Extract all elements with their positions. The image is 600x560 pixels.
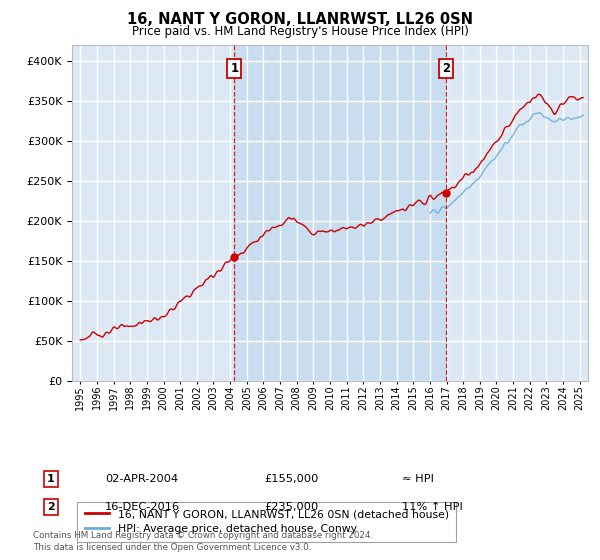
Text: This data is licensed under the Open Government Licence v3.0.: This data is licensed under the Open Gov…: [33, 543, 311, 552]
Text: £235,000: £235,000: [264, 502, 318, 512]
Text: 02-APR-2004: 02-APR-2004: [105, 474, 178, 484]
Text: Price paid vs. HM Land Registry's House Price Index (HPI): Price paid vs. HM Land Registry's House …: [131, 25, 469, 38]
Bar: [234, 45, 446, 381]
Text: ≈ HPI: ≈ HPI: [402, 474, 434, 484]
Text: £155,000: £155,000: [264, 474, 319, 484]
Text: 16-DEC-2016: 16-DEC-2016: [105, 502, 180, 512]
Text: 1: 1: [47, 474, 55, 484]
Text: Contains HM Land Registry data © Crown copyright and database right 2024.: Contains HM Land Registry data © Crown c…: [33, 531, 373, 540]
Text: 16, NANT Y GORON, LLANRWST, LL26 0SN: 16, NANT Y GORON, LLANRWST, LL26 0SN: [127, 12, 473, 27]
Legend: 16, NANT Y GORON, LLANRWST, LL26 0SN (detached house), HPI: Average price, detac: 16, NANT Y GORON, LLANRWST, LL26 0SN (de…: [77, 502, 456, 542]
Text: 2: 2: [442, 62, 450, 75]
Text: 1: 1: [230, 62, 238, 75]
Text: 2: 2: [47, 502, 55, 512]
Text: 11% ↑ HPI: 11% ↑ HPI: [402, 502, 463, 512]
